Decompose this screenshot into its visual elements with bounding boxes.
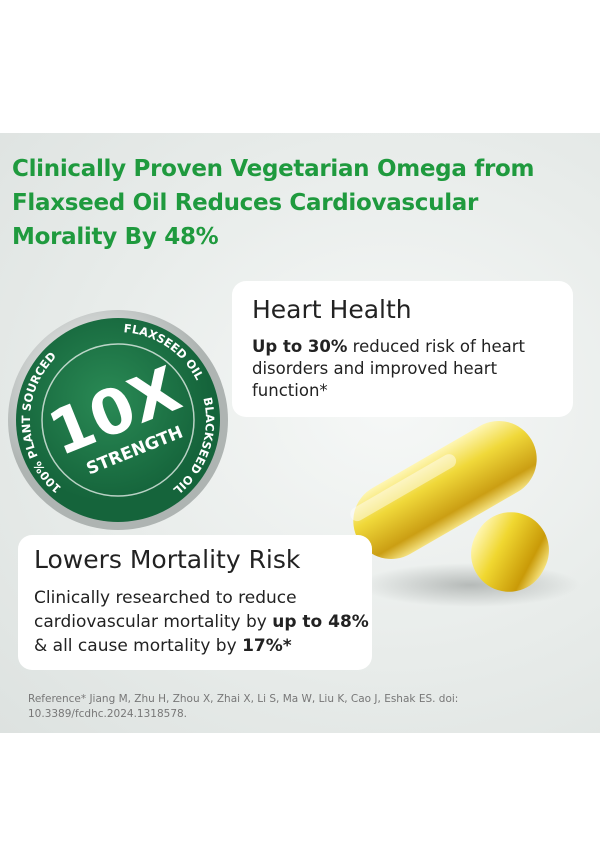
text-line: Clinically Proven Vegetarian Omega from	[12, 156, 535, 182]
badge	[16, 318, 220, 522]
reference: Reference* Jiang M, Zhu H, Zhou X, Zhai …	[28, 692, 458, 722]
capsule-highlight	[350, 454, 457, 522]
shadow	[360, 563, 580, 607]
card-body: Clinically researched to reduce cardiova…	[34, 586, 372, 658]
text-line: Reference* Jiang M, Zhu H, Zhou X, Zhai …	[28, 693, 459, 705]
text: & all cause mortality by	[34, 636, 243, 656]
capsule-small	[471, 512, 549, 592]
bold-text: 17%*	[242, 636, 292, 656]
text-line: Morality By 48%	[12, 224, 219, 250]
text: reduced risk of heart disorders and impr…	[252, 337, 525, 400]
card: Lowers Mortality Risk Clinically research…	[18, 535, 372, 670]
bold-text: Up to 30%	[252, 337, 348, 356]
text: Clinically researched to reduce cardiova…	[34, 588, 297, 632]
title: Clinically Proven Vegetarian Omega from F…	[12, 152, 534, 254]
card-heading: Lowers Mortality Risk	[34, 545, 301, 574]
card-heading: Heart Health	[252, 295, 412, 324]
card: Heart Health Up to 30% reduced risk of he…	[232, 281, 573, 417]
text-line: Flaxseed Oil Reduces Cardiovascular	[12, 190, 479, 216]
badge-inner-ring	[41, 343, 195, 497]
capsule-large	[353, 421, 537, 559]
bold-text: up to 48%	[272, 612, 369, 632]
text-line: 10.3389/fcdhc.2024.1318578.	[28, 708, 188, 720]
card-body: Up to 30% reduced risk of heart disorder…	[252, 336, 573, 402]
